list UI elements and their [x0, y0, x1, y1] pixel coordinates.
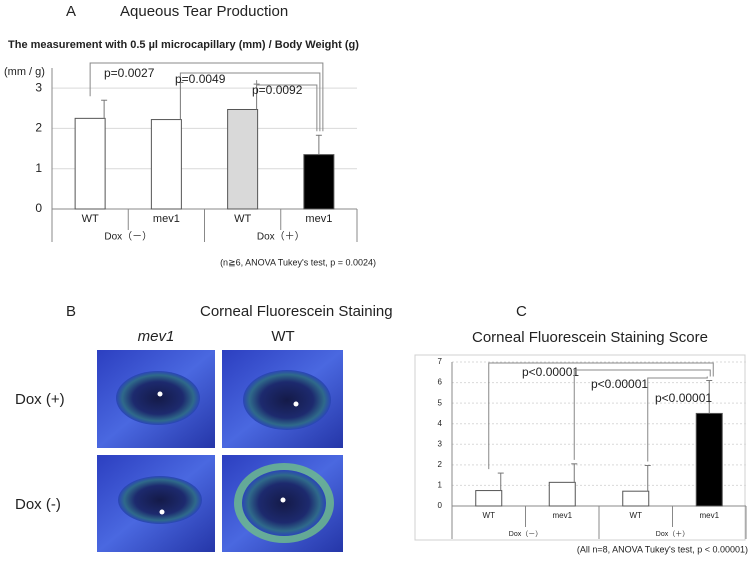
y-tick-label: 5 [438, 398, 443, 407]
column-label: WT [271, 328, 294, 345]
significance-bracket [573, 369, 711, 460]
significance-bracket [647, 376, 708, 462]
group-label: Dox（＋） [257, 231, 305, 243]
bar [150, 119, 182, 210]
panel-label: A [66, 3, 76, 20]
photo [97, 455, 215, 552]
bar [548, 481, 576, 507]
y-tick-label: 3 [438, 439, 443, 448]
photo [222, 350, 343, 448]
x-tick-label: WT [630, 511, 643, 520]
bar [303, 154, 335, 210]
x-tick-label: mev1 [552, 511, 572, 520]
photo [97, 350, 215, 448]
footnote: (All n=8, ANOVA Tukey's test, p < 0.0000… [577, 544, 748, 554]
bar [227, 108, 259, 210]
x-tick-label: WT [234, 213, 251, 225]
significance-bracket [179, 72, 321, 132]
column-label: mev1 [138, 328, 175, 345]
photo-panel: B Corneal Fluorescein Staining mev1 WT D… [15, 303, 393, 552]
bar [74, 117, 106, 210]
p-value: p<0.00001 [591, 377, 648, 391]
y-tick-label: 2 [438, 460, 443, 469]
plot-frame [414, 354, 746, 541]
x-tick-label: mev1 [699, 511, 719, 520]
row-label: Dox (+) [15, 391, 65, 408]
panel-label: B [66, 303, 76, 320]
y-tick-label: 4 [438, 419, 443, 428]
y-tick-label: 6 [438, 378, 443, 387]
p-value: p=0.0049 [175, 72, 226, 86]
y-axis-label: (mm / g) [4, 66, 45, 78]
y-tick-label: 0 [438, 501, 443, 510]
y-tick-label: 1 [35, 161, 42, 175]
y-tick-label: 2 [35, 121, 42, 135]
x-tick-label: mev1 [153, 213, 180, 225]
p-value: p<0.00001 [655, 391, 712, 405]
x-tick-label: mev1 [305, 213, 332, 225]
y-tick-label: 7 [438, 357, 443, 366]
bar [475, 490, 503, 507]
significance-bracket [256, 80, 318, 132]
panel-title: Corneal Fluorescein Staining [200, 303, 393, 320]
significance-bracket [89, 62, 324, 132]
p-value: p=0.0092 [252, 83, 303, 97]
chart-subtitle: The measurement with 0.5 µl microcapilla… [8, 39, 359, 51]
p-value: p<0.00001 [522, 365, 579, 379]
photo [222, 455, 343, 552]
y-tick-label: 1 [438, 481, 443, 490]
footnote: (n≧6, ANOVA Tukey's test, p = 0.0024) [220, 257, 376, 267]
y-tick-label: 0 [35, 201, 42, 215]
panel-label: C [516, 303, 527, 320]
x-tick-label: WT [82, 213, 99, 225]
bar [695, 412, 723, 507]
chart-title: Corneal Fluorescein Staining Score [472, 329, 708, 346]
x-tick-label: WT [483, 511, 496, 520]
p-value: p=0.0027 [104, 66, 155, 80]
group-label: Dox（－） [509, 530, 542, 538]
chart-title: Aqueous Tear Production [120, 3, 288, 20]
y-tick-label: 3 [35, 80, 42, 94]
significance-bracket [488, 362, 714, 470]
row-label: Dox (-) [15, 496, 61, 513]
bar [622, 490, 650, 507]
group-label: Dox（＋） [656, 530, 689, 538]
group-label: Dox（－） [104, 231, 152, 243]
